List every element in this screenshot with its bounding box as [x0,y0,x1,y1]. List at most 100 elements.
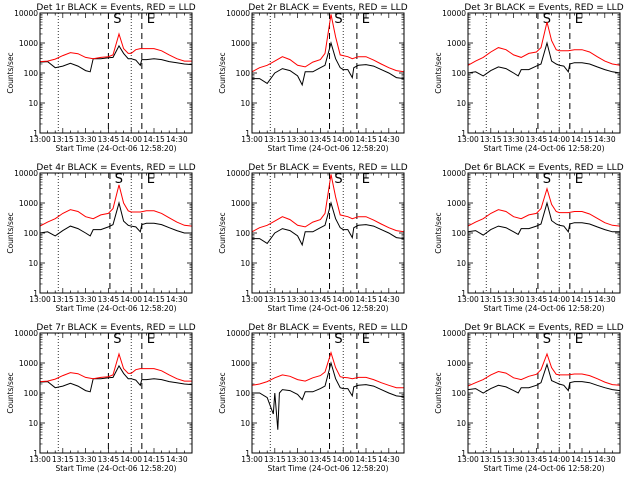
x-tick-label: 14:00 [332,135,354,144]
x-tick-label: 14:15 [355,135,377,144]
panel-title: Det 8r BLACK = Events, RED = LLD [248,323,407,333]
y-tick-label: 10000 [442,169,466,178]
x-tick-label: 14:15 [355,295,377,304]
x-tick-label: 13:15 [52,455,74,464]
y-axis-label: Counts/sec [6,52,15,93]
panel-title: Det 3r BLACK = Events, RED = LLD [464,3,623,13]
y-tick-label: 1 [461,289,466,298]
x-tick-label: 13:30 [287,295,309,304]
x-tick-label: 14:00 [120,295,142,304]
start-marker-label: S [334,332,342,347]
start-marker-label: S [543,172,551,187]
lld-series-line [468,352,620,387]
y-axis-label: Counts/sec [218,212,227,253]
x-tick-label: 14:00 [332,455,354,464]
y-tick-label: 10000 [442,329,466,338]
plot-frame [467,332,621,454]
x-tick-label: 13:00 [241,295,263,304]
y-tick-label: 1000 [19,359,38,368]
end-marker-label: E [362,172,370,187]
y-tick-label: 1000 [231,39,250,48]
y-tick-label: 10 [28,99,38,108]
y-tick-label: 1 [33,449,38,458]
events-series-line [468,201,620,236]
x-tick-label: 14:15 [143,295,165,304]
x-tick-label: 13:00 [29,135,51,144]
x-tick-label: 13:45 [98,295,120,304]
y-tick-label: 1000 [231,359,250,368]
y-tick-label: 100 [452,389,467,398]
x-axis-label: Start Time (24-Oct-06 12:58:20) [55,464,176,473]
events-series-line [40,44,192,73]
x-tick-label: 13:45 [526,455,548,464]
end-marker-label: E [147,12,155,27]
x-axis-label: Start Time (24-Oct-06 12:58:20) [55,144,176,153]
x-axis-label: Start Time (24-Oct-06 12:58:20) [483,464,604,473]
y-tick-label: 1 [245,289,250,298]
end-marker-label: E [575,12,583,27]
x-tick-label: 13:00 [457,135,479,144]
x-tick-label: 13:15 [264,135,286,144]
y-tick-label: 100 [236,229,251,238]
panel-title: Det 4r BLACK = Events, RED = LLD [36,163,195,173]
detector-panel-3: Det 3r BLACK = Events, RED = LLD 1 10 100 10… [434,3,624,153]
y-tick-label: 1000 [231,199,250,208]
x-tick-label: 13:00 [29,295,51,304]
x-tick-label: 13:00 [457,455,479,464]
x-tick-label: 13:45 [310,135,332,144]
x-tick-label: 13:30 [75,135,97,144]
x-tick-label: 13:15 [264,295,286,304]
y-tick-label: 10000 [226,329,250,338]
x-tick-label: 13:00 [241,455,263,464]
events-series-line [252,201,404,247]
y-tick-label: 10 [456,259,466,268]
plot-frame [39,12,193,134]
y-tick-label: 100 [236,69,251,78]
x-tick-label: 13:00 [457,295,479,304]
y-tick-label: 10 [240,419,250,428]
x-tick-label: 13:45 [98,135,120,144]
x-tick-label: 13:30 [503,295,525,304]
lld-series-line [468,186,620,227]
detector-panel-5: Det 5r BLACK = Events, RED = LLD 1 10 100 10… [218,163,408,313]
y-tick-label: 10000 [226,169,250,178]
x-tick-label: 14:00 [120,135,142,144]
x-tick-label: 14:15 [571,455,593,464]
x-axis-label: Start Time (24-Oct-06 12:58:20) [267,464,388,473]
start-marker-label: S [334,172,342,187]
x-tick-label: 14:30 [166,455,188,464]
lld-series-line [252,351,404,389]
lld-series-line [40,32,192,63]
plot-frame [251,172,405,294]
x-tick-label: 14:00 [548,455,570,464]
start-marker-label: S [113,332,121,347]
x-tick-label: 14:30 [594,455,616,464]
start-marker-label: S [334,12,342,27]
y-axis-label: Counts/sec [218,372,227,413]
detector-panel-8: Det 8r BLACK = Events, RED = LLD 1 10 100 10… [218,323,408,473]
y-tick-label: 10 [28,259,38,268]
x-tick-label: 13:30 [287,455,309,464]
y-axis-label: Counts/sec [434,212,443,253]
x-tick-label: 14:15 [571,135,593,144]
y-axis-label: Counts/sec [6,372,15,413]
y-tick-label: 10 [240,99,250,108]
x-tick-label: 13:45 [526,295,548,304]
start-marker-label: S [113,12,121,27]
detector-panel-6: Det 6r BLACK = Events, RED = LLD 1 10 100 10… [434,163,624,313]
detector-panel-1: Det 1r BLACK = Events, RED = LLD 1 10 100 10… [6,3,196,153]
y-tick-label: 1 [245,129,250,138]
events-series-line [40,201,192,237]
events-series-line [252,41,404,87]
x-tick-label: 14:15 [355,455,377,464]
y-tick-label: 1000 [19,199,38,208]
y-axis-label: Counts/sec [6,212,15,253]
x-tick-label: 14:00 [332,295,354,304]
events-series-line [468,41,620,77]
plot-frame [251,332,405,454]
panel-title: Det 2r BLACK = Events, RED = LLD [248,3,407,13]
y-axis-label: Counts/sec [434,52,443,93]
x-tick-label: 13:15 [480,135,502,144]
y-tick-label: 10 [456,419,466,428]
